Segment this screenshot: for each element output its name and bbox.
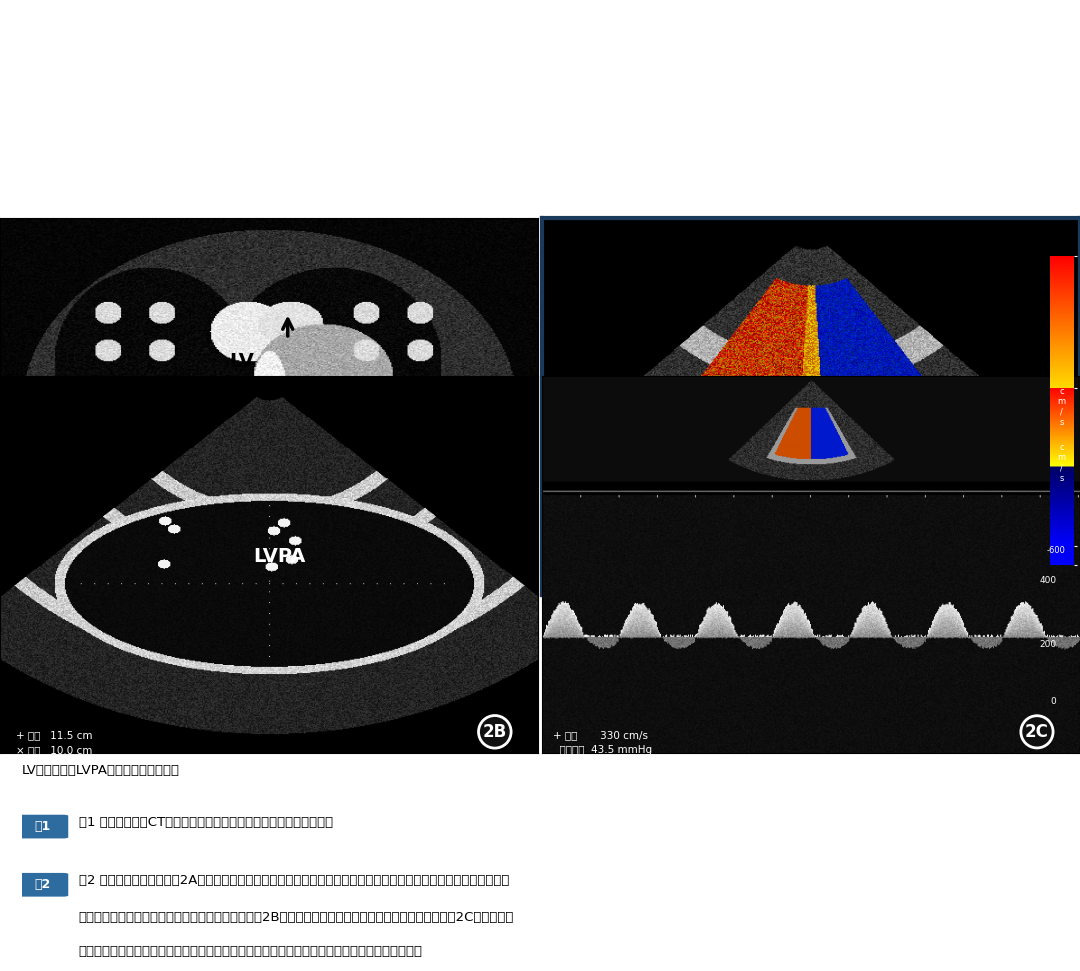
Text: + 长度   11.5 cm
× 长度   10.0 cm: + 长度 11.5 cm × 长度 10.0 cm xyxy=(16,730,93,754)
Text: 400: 400 xyxy=(1039,576,1056,586)
FancyBboxPatch shape xyxy=(16,815,68,838)
Text: LV: LV xyxy=(230,352,255,371)
Text: 左心室相通的外口，内、外口之间为一隧道样破口；2B为完整的无回声团块，内可见斑片状钙化斑附壁；2C为连续多普: 左心室相通的外口，内、外口之间为一隧道样破口；2B为完整的无回声团块，内可见斑片… xyxy=(79,911,514,923)
Text: LV为左心室；LVPA为左心室假性室壁瘤: LV为左心室；LVPA为左心室假性室壁瘤 xyxy=(22,764,179,777)
Text: 图1 患者胸部增强CT冠状面图像（箭头示团块与左心室相通的内口）: 图1 患者胸部增强CT冠状面图像（箭头示团块与左心室相通的内口） xyxy=(79,816,333,829)
FancyBboxPatch shape xyxy=(16,873,68,896)
Text: 图1: 图1 xyxy=(35,820,51,833)
Text: 图2: 图2 xyxy=(35,879,51,891)
Text: + 速度       330 cm/s
  压力梯度  43.5 mmHg
× 速度       230 cm/s
  压力梯度  21.2 mmHg: + 速度 330 cm/s 压力梯度 43.5 mmHg × 速度 230 cm… xyxy=(553,730,652,785)
Text: c
m
/
s: c m / s xyxy=(1057,386,1066,426)
Text: -600: -600 xyxy=(1047,546,1066,555)
Text: 200: 200 xyxy=(1039,640,1056,650)
Text: LVPA: LVPA xyxy=(297,435,349,453)
Text: 1: 1 xyxy=(473,565,485,583)
Text: 图2 患者超声心动图影像（2A为左心室短轴乳头肌水平切面，实线箭头示团块与左心室相通的内口，虚线箭头示团块与: 图2 患者超声心动图影像（2A为左心室短轴乳头肌水平切面，实线箭头示团块与左心室… xyxy=(79,874,509,887)
Text: 2C: 2C xyxy=(1025,722,1049,741)
Text: 0: 0 xyxy=(1051,696,1056,706)
Text: LVPA: LVPA xyxy=(892,397,945,417)
Text: LV: LV xyxy=(724,382,748,401)
Text: LVPA: LVPA xyxy=(254,548,306,566)
Text: c
m
/
s: c m / s xyxy=(1057,443,1066,483)
Text: 2A: 2A xyxy=(1025,565,1050,583)
Text: 2B: 2B xyxy=(483,722,507,741)
Text: 勒检查结果，可于隧道样破口处探及双期双向血流，血液于收缩期进入破口，舒张期回到左心室）: 勒检查结果，可于隧道样破口处探及双期双向血流，血液于收缩期进入破口，舒张期回到左… xyxy=(79,945,422,958)
